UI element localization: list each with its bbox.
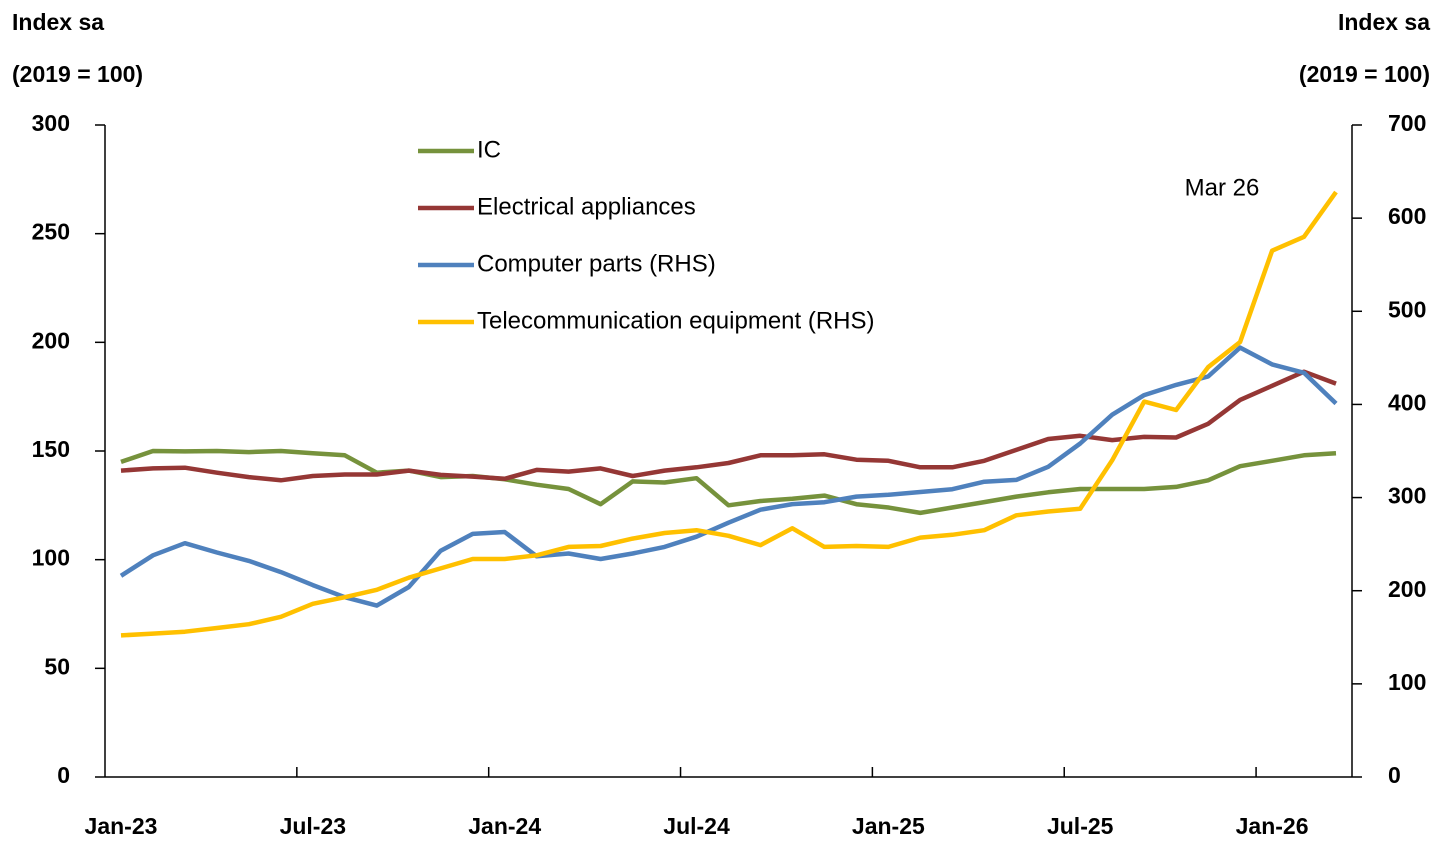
annotation: Mar 26 — [1185, 174, 1260, 201]
x-tick-label: Jan-23 — [85, 813, 158, 839]
x-tick-label: Jul-23 — [280, 813, 346, 839]
y-axis-label: (2019 = 100) — [12, 61, 143, 87]
legend-label: IC — [477, 136, 501, 163]
legend-label: Computer parts (RHS) — [477, 250, 716, 277]
y2-tick-label: 600 — [1388, 203, 1426, 229]
y-tick-label: 150 — [32, 436, 70, 462]
y-tick-label: 250 — [32, 219, 70, 245]
y-tick-label: 100 — [32, 545, 70, 571]
y2-axis-label: (2019 = 100) — [1299, 61, 1430, 87]
series-line — [119, 345, 1338, 608]
y-tick-label: 200 — [32, 327, 70, 353]
y2-tick-label: 700 — [1388, 110, 1426, 136]
legend-label: Electrical appliances — [477, 193, 696, 220]
y2-tick-label: 300 — [1388, 483, 1426, 509]
x-tick-label: Jul-25 — [1047, 813, 1114, 839]
y-tick-label: 0 — [57, 762, 70, 788]
x-tick-label: Jan-25 — [852, 813, 925, 839]
y2-tick-label: 0 — [1388, 762, 1401, 788]
y2-tick-label: 100 — [1388, 669, 1426, 695]
series-line — [120, 448, 1337, 516]
y-axis-label: Index sa — [12, 9, 104, 35]
x-tick-label: Jan-26 — [1236, 813, 1309, 839]
x-tick-label: Jul-24 — [663, 813, 730, 839]
y2-tick-label: 200 — [1388, 576, 1426, 602]
series-line — [120, 369, 1337, 483]
series-line — [120, 190, 1338, 638]
y-tick-label: 50 — [44, 653, 70, 679]
legend-label: Telecommunication equipment (RHS) — [477, 307, 875, 334]
y-tick-label: 300 — [32, 110, 70, 136]
x-tick-label: Jan-24 — [468, 813, 541, 839]
y2-tick-label: 400 — [1388, 390, 1426, 416]
y2-tick-label: 500 — [1388, 296, 1426, 322]
y2-axis-label: Index sa — [1338, 9, 1430, 35]
